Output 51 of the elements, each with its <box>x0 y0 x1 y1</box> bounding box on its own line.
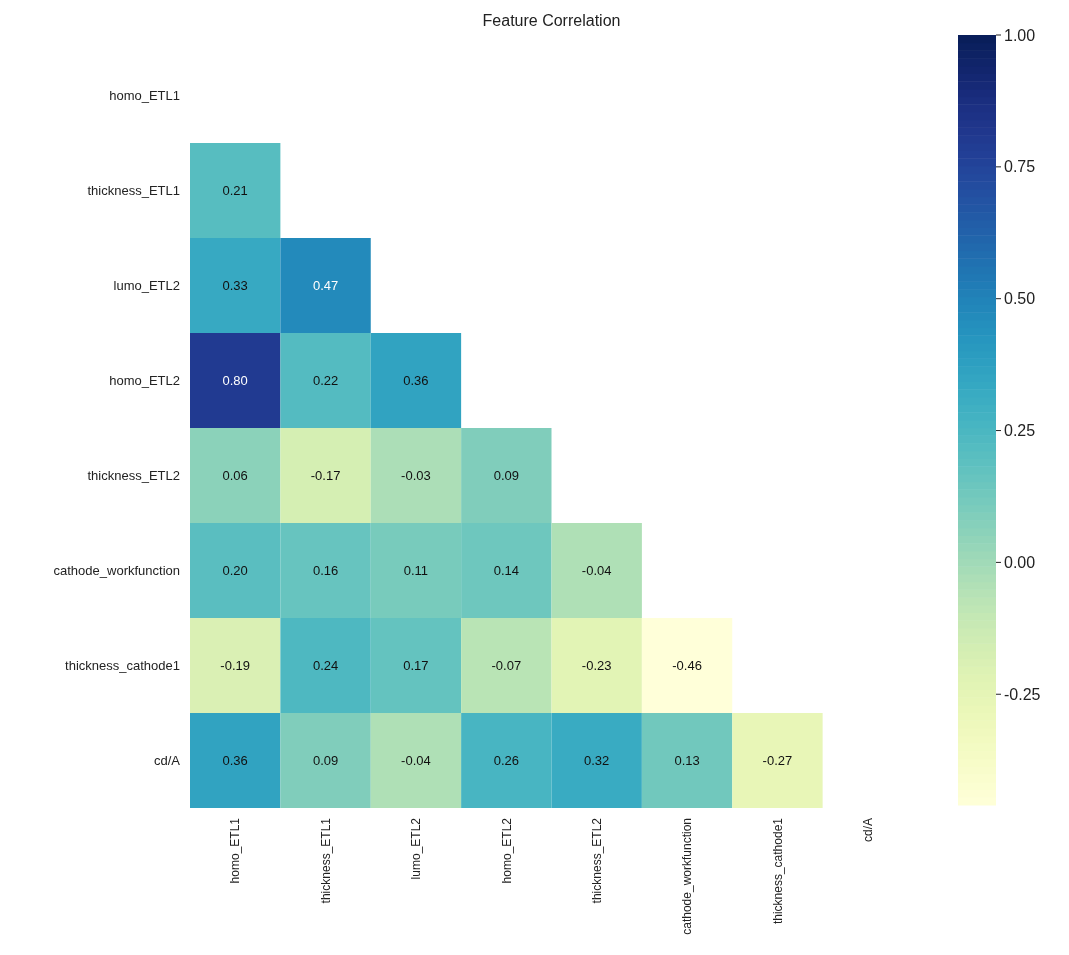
x-tick-label: thickness_cathode1 <box>770 817 785 925</box>
data-label: 0.36 <box>403 373 429 389</box>
data-label: 0.20 <box>222 563 248 579</box>
data-label: 0.22 <box>312 373 339 389</box>
color-bar-label: 0.75 <box>1004 158 1036 176</box>
data-label: -0.04 <box>401 753 431 769</box>
color-bar-label: -0.25 <box>1004 685 1041 703</box>
y-tick-label: homo_ETL2 <box>109 373 180 389</box>
data-label: 0.13 <box>674 753 700 769</box>
x-tick-label: homo_ETL1 <box>228 817 243 884</box>
data-label: -0.46 <box>672 658 702 674</box>
y-tick-label: lumo_ETL2 <box>113 278 180 294</box>
data-label: 0.80 <box>222 373 248 389</box>
data-label: 0.11 <box>403 563 429 579</box>
x-tick-label: cd/A <box>861 818 876 843</box>
data-label: 0.36 <box>222 753 248 769</box>
y-tick-label: thickness_cathode1 <box>65 658 180 674</box>
x-tick-label: thickness_ETL2 <box>589 817 604 904</box>
data-label: 0.16 <box>312 563 339 579</box>
data-label: -0.17 <box>310 468 341 484</box>
data-label: 0.17 <box>403 658 429 674</box>
data-label: 0.33 <box>222 278 248 294</box>
data-label: 0.24 <box>312 658 339 674</box>
color-bar-label: 0.00 <box>1004 554 1036 571</box>
data-label: -0.07 <box>491 658 522 674</box>
x-tick-label: homo_ETL2 <box>499 817 514 884</box>
data-label: -0.19 <box>220 658 251 674</box>
chart-title: Feature Correlation <box>482 12 621 29</box>
data-label: 0.09 <box>493 468 519 484</box>
data-label: -0.04 <box>581 563 612 579</box>
data-label: 0.21 <box>222 183 248 199</box>
x-tick-label: cathode_workfunction <box>680 818 695 935</box>
data-label: 0.26 <box>493 753 519 769</box>
y-tick-label: thickness_ETL1 <box>87 183 180 199</box>
data-label: 0.14 <box>493 563 519 579</box>
y-tick-label: homo_ETL1 <box>109 88 180 104</box>
color-bar-label: 0.50 <box>1004 290 1036 308</box>
color-bar-label: 1.00 <box>1004 26 1036 44</box>
y-tick-label: cathode_workfunction <box>53 563 180 579</box>
y-tick-label: cd/A <box>153 753 181 769</box>
data-label: -0.03 <box>401 468 431 484</box>
data-label: 0.09 <box>312 753 339 769</box>
data-label: -0.23 <box>581 658 612 674</box>
data-label: -0.27 <box>762 753 793 769</box>
data-label: 0.32 <box>584 753 610 769</box>
color-bar-label: 0.25 <box>1004 422 1036 440</box>
data-label: 0.47 <box>312 278 339 294</box>
x-tick-label: thickness_ETL1 <box>318 817 333 904</box>
y-tick-label: thickness_ETL2 <box>87 468 180 484</box>
x-tick-label: lumo_ETL2 <box>409 817 424 880</box>
data-label: 0.06 <box>222 468 248 484</box>
